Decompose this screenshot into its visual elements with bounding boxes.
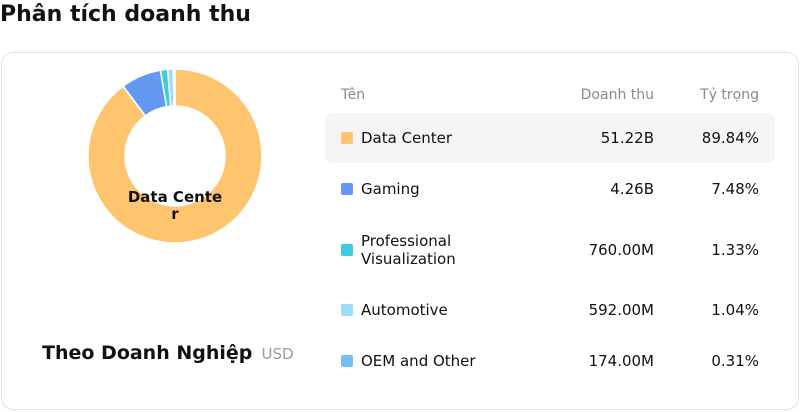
segment-share: 7.48% [711,180,759,198]
table-row-professional-visualization[interactable]: Professional Visualization 760.00M 1.33% [325,225,775,275]
segment-share: 89.84% [701,129,759,147]
segment-revenue: 174.00M [588,352,654,370]
donut-center-label: Data Center [127,188,223,223]
segment-name: Automotive [361,301,448,319]
legend-swatch [341,355,353,367]
table-row-automotive[interactable]: Automotive 592.00M 1.04% [325,285,775,335]
legend-swatch [341,244,353,256]
segment-share: 1.33% [711,241,759,259]
legend-swatch [341,132,353,144]
caption-text: Theo Doanh Nghiệp [42,342,253,364]
legend-swatch [341,304,353,316]
header-revenue: Doanh thu [580,87,654,103]
donut-slice-data-center[interactable] [87,68,263,244]
chart-caption: Theo Doanh Nghiệp USD [42,342,294,364]
page-title: Phân tích doanh thu [0,2,251,27]
currency-unit: USD [261,345,294,363]
segment-revenue: 592.00M [588,301,654,319]
donut-chart [86,67,264,245]
segment-name: OEM and Other [361,352,476,370]
segment-name: Data Center [361,129,453,147]
segment-share: 1.04% [711,301,759,319]
legend-swatch [341,183,353,195]
segment-revenue: 760.00M [588,241,654,259]
donut-slice-oem-and-other[interactable] [172,68,176,107]
segment-revenue: 51.22B [600,129,654,147]
segment-name: Gaming [361,180,420,198]
table-row-data-center[interactable]: Data Center 51.22B 89.84% [325,113,775,163]
segment-share: 0.31% [711,352,759,370]
header-name: Tên [341,87,366,103]
header-share: Tỷ trọng [700,87,759,103]
segment-name: Professional Visualization [361,232,456,268]
table-row-oem-and-other[interactable]: OEM and Other 174.00M 0.31% [325,336,775,386]
segment-revenue: 4.26B [610,180,654,198]
table-row-gaming[interactable]: Gaming 4.26B 7.48% [325,164,775,214]
donut-svg [87,68,263,244]
